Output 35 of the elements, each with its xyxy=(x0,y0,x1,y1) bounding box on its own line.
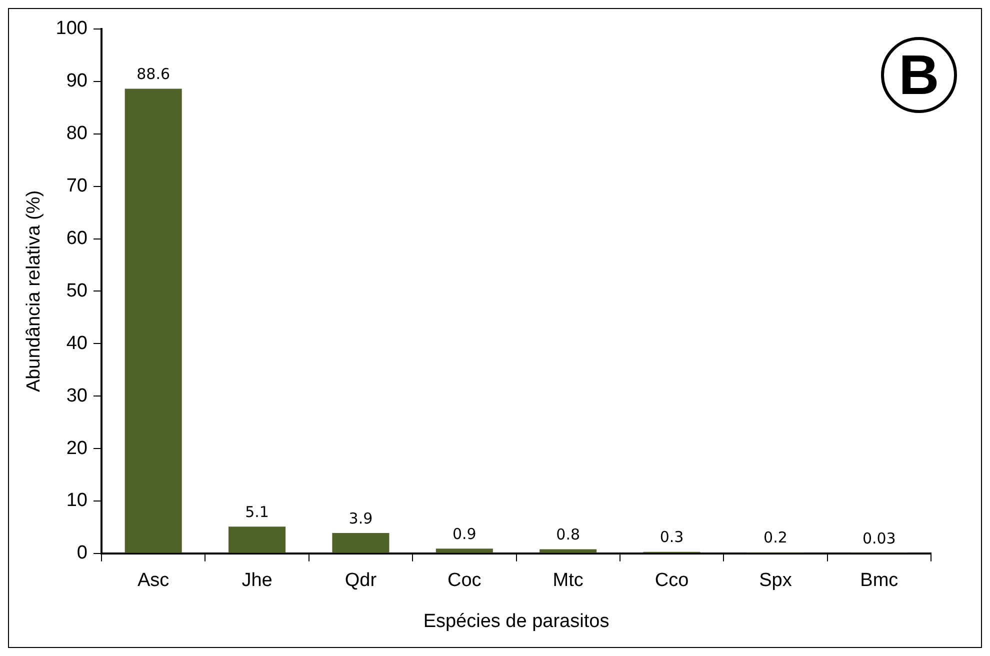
data-label: 88.6 xyxy=(136,65,170,84)
bar xyxy=(332,532,390,553)
data-label: 0.2 xyxy=(764,528,788,547)
y-tick-label: 10 xyxy=(66,490,88,512)
data-label: 0.03 xyxy=(862,530,896,548)
data-label: 0.3 xyxy=(660,528,684,546)
data-label: 5.1 xyxy=(245,503,269,522)
y-tick-label: 70 xyxy=(66,176,88,197)
x-tick-label: Jhe xyxy=(242,570,272,592)
bar xyxy=(124,88,182,553)
y-tick-label: 90 xyxy=(66,70,88,92)
y-tick-label: 30 xyxy=(66,385,88,406)
y-tick-label: 80 xyxy=(66,123,88,144)
y-tick-label: 0 xyxy=(76,542,88,564)
y-axis-title: Abundância relativa (%) xyxy=(24,190,45,392)
y-tick-label: 100 xyxy=(56,18,88,40)
x-tick-label: Mtc xyxy=(552,570,584,592)
data-label: 0.8 xyxy=(556,526,580,544)
circled-letter: B xyxy=(881,37,957,113)
data-label: 0.9 xyxy=(452,525,476,544)
x-tick-label: Asc xyxy=(138,570,170,592)
y-tick-label: 60 xyxy=(66,228,88,249)
x-tick-label: Coc xyxy=(448,570,482,592)
x-tick-label: Cco xyxy=(654,570,689,592)
bar xyxy=(228,526,286,553)
y-tick-label: 50 xyxy=(66,280,88,302)
bar xyxy=(540,549,597,553)
x-axis-title: Espécies de parasitos xyxy=(423,610,610,632)
y-tick-label: 40 xyxy=(66,332,88,354)
bar xyxy=(436,548,493,553)
x-tick-label: Qdr xyxy=(344,570,378,592)
x-tick-label: Spx xyxy=(759,570,792,592)
y-tick-label: 20 xyxy=(66,438,88,459)
data-label: 3.9 xyxy=(348,509,373,528)
x-tick-label: Bmc xyxy=(860,570,898,592)
